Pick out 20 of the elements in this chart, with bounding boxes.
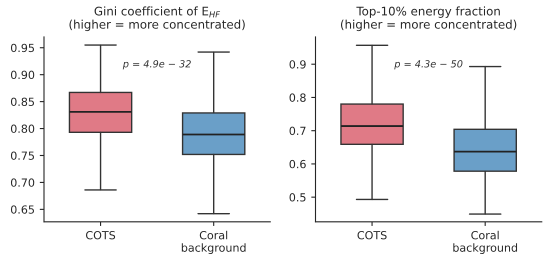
y-tick-label: 0.90 — [10, 70, 34, 80]
y-tick-label: 0.6 — [290, 160, 306, 168]
y-tick-label: 0.65 — [10, 205, 34, 214]
y-tick-label: 0.95 — [10, 44, 34, 52]
y-tick-label: 0.5 — [290, 193, 306, 202]
x-tick-label: COTS — [358, 230, 387, 240]
y-tick-label: 0.8 — [290, 93, 306, 102]
y-tick-label: 0.80 — [10, 124, 34, 133]
x-tick-label: COTS — [86, 230, 116, 240]
y-tick-label: 0.75 — [10, 151, 34, 160]
annotation: p = 4.3e − 50 — [394, 60, 462, 70]
chart-title: Gini coefficient of E$_{HF}$ (higher = more concentrated) — [69, 6, 245, 32]
y-tick-label: 0.85 — [10, 98, 34, 106]
x-tick-label: Coral background — [182, 230, 246, 254]
chart-title: Top-10% energy fraction (higher = more concentrated) — [340, 6, 516, 32]
x-tick-label: Coral background — [453, 230, 518, 254]
y-tick-label: 0.9 — [290, 60, 306, 69]
y-tick-label: 0.70 — [10, 178, 34, 187]
y-tick-label: 0.7 — [290, 126, 306, 136]
annotation: p = 4.9e − 32 — [122, 60, 191, 70]
